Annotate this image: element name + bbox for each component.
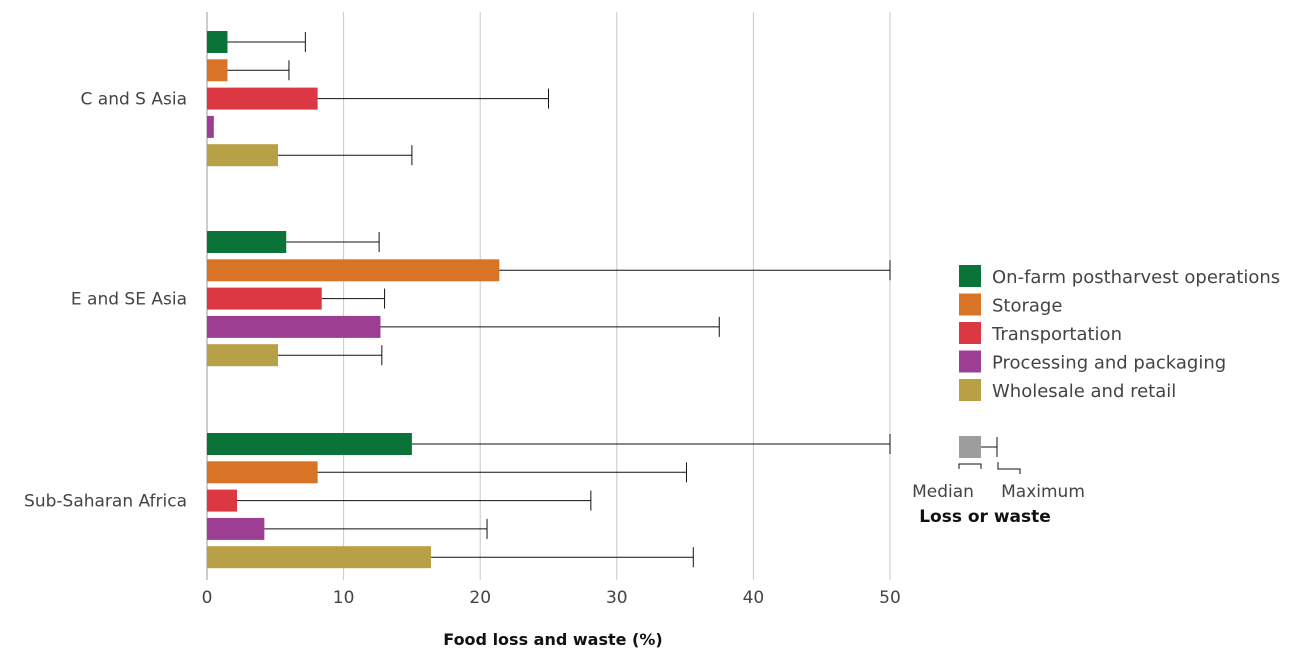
bar [207, 115, 214, 138]
legend-label: Processing and packaging [992, 353, 1226, 374]
legend-swatch [959, 293, 981, 316]
category-label: C and S Asia [81, 90, 187, 110]
x-tick-label: 40 [743, 588, 765, 608]
bar [207, 461, 318, 484]
bar [207, 259, 500, 282]
error-bars [227, 32, 891, 568]
category-label: E and SE Asia [71, 290, 187, 310]
median-maximum-key: Median Maximum Loss or waste [912, 436, 1085, 527]
x-tick-label: 0 [202, 588, 213, 608]
legend-swatch [959, 379, 981, 401]
legend: On-farm postharvest operations Storage Tra… [959, 265, 1280, 402]
legend-swatch [959, 265, 981, 287]
legend-label: Storage [992, 296, 1062, 317]
category-labels: C and S Asia E and SE Asia Sub-Saharan Afr… [24, 90, 187, 512]
bar [207, 59, 228, 82]
bar [207, 517, 265, 540]
bar [207, 433, 412, 455]
bar [207, 31, 228, 53]
category-label: Sub-Saharan Africa [24, 492, 187, 512]
legend-label: On-farm postharvest operations [992, 267, 1280, 288]
bars [207, 31, 500, 569]
maximum-bracket [997, 462, 1021, 474]
x-tick-label: 20 [469, 588, 491, 608]
median-label: Median [912, 482, 974, 502]
legend-swatch [959, 322, 981, 344]
legend-swatch [959, 350, 981, 373]
x-tick-label: 30 [606, 588, 628, 608]
x-tick-label: 50 [879, 588, 901, 608]
bar [207, 546, 432, 569]
bar [207, 489, 238, 512]
legend-label: Wholesale and retail [992, 381, 1176, 402]
key-title: Loss or waste [919, 507, 1051, 527]
grid-lines [206, 12, 891, 580]
bar [207, 287, 322, 310]
bar [207, 344, 279, 367]
bar [207, 87, 318, 110]
legend-label: Transportation [991, 324, 1122, 345]
key-swatch [959, 436, 981, 458]
bar [207, 144, 279, 167]
x-tick-labels: 0 10 20 30 40 50 [202, 588, 901, 608]
bar [207, 315, 381, 338]
bar [207, 231, 287, 253]
median-bracket [958, 463, 982, 469]
maximum-label: Maximum [1001, 482, 1085, 502]
x-tick-label: 10 [333, 588, 355, 608]
x-axis-label: Food loss and waste (%) [443, 630, 662, 649]
